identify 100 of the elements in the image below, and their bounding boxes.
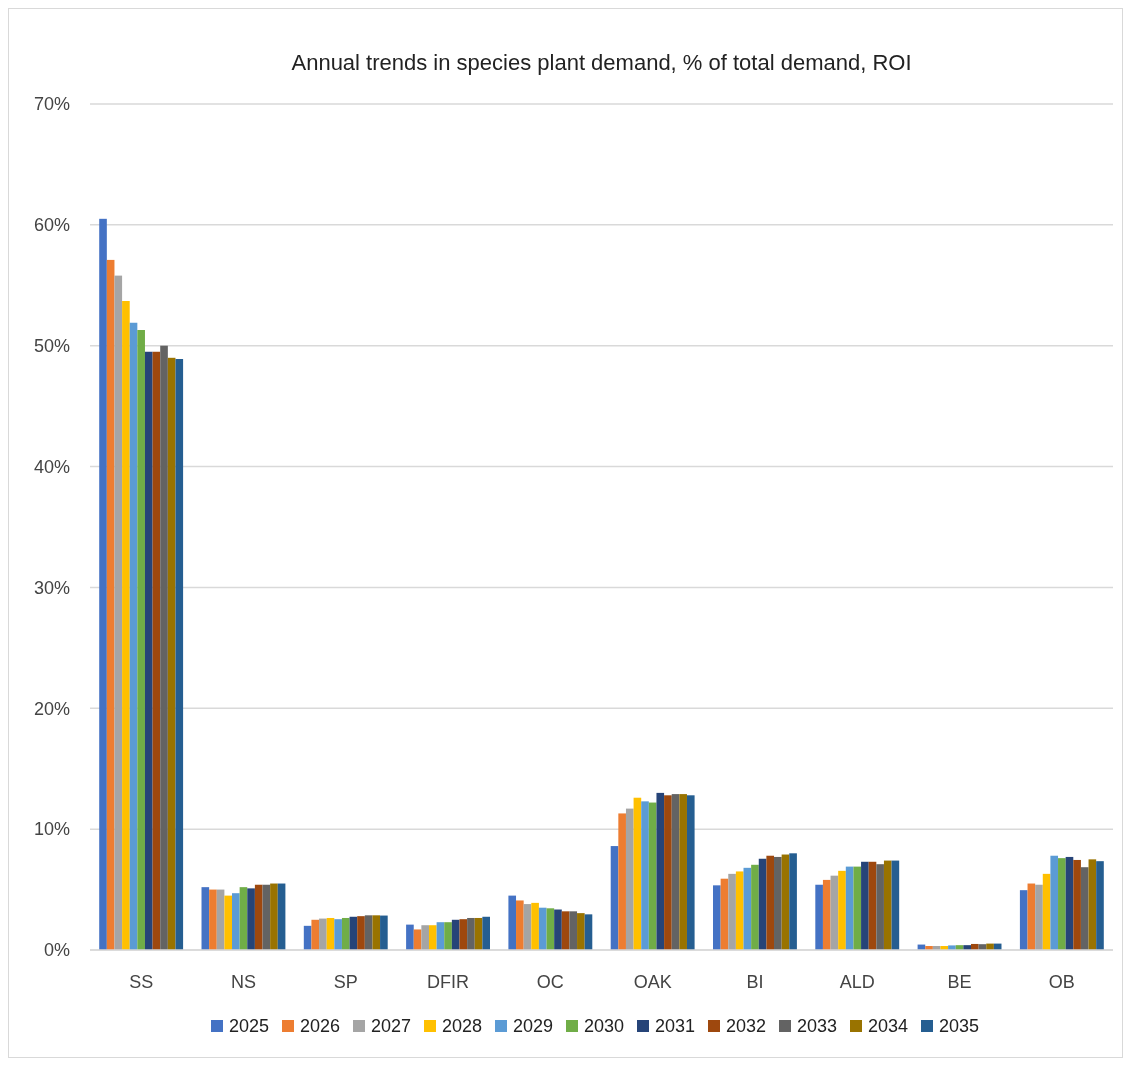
y-tick-label: 10% xyxy=(33,819,70,840)
bar xyxy=(538,907,547,950)
bar xyxy=(1042,873,1051,950)
legend-label: 2026 xyxy=(300,1016,341,1037)
bar xyxy=(743,867,752,950)
bar xyxy=(167,357,176,950)
bar xyxy=(633,797,642,950)
bar xyxy=(531,902,539,950)
bar xyxy=(781,854,790,950)
bar xyxy=(838,870,846,950)
bar xyxy=(99,218,107,950)
bar xyxy=(610,846,619,950)
y-tick-label: 60% xyxy=(33,215,70,236)
bar xyxy=(523,904,532,950)
x-tick-label: ALD xyxy=(839,972,875,992)
bar xyxy=(467,917,475,950)
bar xyxy=(224,895,233,950)
x-tick-label: OAK xyxy=(633,972,672,992)
bar xyxy=(1088,859,1097,950)
bar xyxy=(152,351,161,950)
bar xyxy=(861,861,869,950)
bar xyxy=(1058,858,1066,950)
x-tick-label: OC xyxy=(536,972,564,992)
bar xyxy=(584,914,593,950)
bar xyxy=(546,908,555,950)
legend-label: 2034 xyxy=(868,1016,909,1037)
bar xyxy=(516,900,524,950)
bar xyxy=(686,795,695,950)
x-tick-label: BI xyxy=(746,972,764,992)
bar xyxy=(311,919,320,950)
bar xyxy=(216,889,225,950)
bar xyxy=(508,895,517,950)
bar xyxy=(625,808,634,950)
bar xyxy=(656,792,665,950)
bar xyxy=(679,794,687,950)
bar xyxy=(1073,859,1081,950)
bar xyxy=(735,871,744,950)
bar xyxy=(789,853,797,950)
x-tick-label: NS xyxy=(230,972,256,992)
y-tick-label: 40% xyxy=(33,456,70,477)
bar xyxy=(1096,861,1104,950)
bar xyxy=(1035,884,1043,950)
legend-label: 2025 xyxy=(229,1016,270,1037)
bar xyxy=(254,884,263,950)
bar xyxy=(830,875,839,950)
bar xyxy=(822,879,831,950)
bar xyxy=(868,861,877,950)
bar xyxy=(459,919,468,950)
legend-label: 2028 xyxy=(442,1016,483,1037)
bar xyxy=(239,887,248,950)
bar xyxy=(766,855,775,950)
legend-label: 2027 xyxy=(371,1016,412,1037)
bar xyxy=(160,345,168,950)
bar xyxy=(713,885,721,950)
bar xyxy=(232,893,240,950)
bar xyxy=(482,916,490,950)
bar xyxy=(137,330,145,950)
bar xyxy=(334,919,342,950)
x-tick-label: SP xyxy=(333,972,358,992)
legend-label: 2030 xyxy=(584,1016,625,1037)
bar xyxy=(372,915,381,950)
bar xyxy=(554,909,562,950)
bar xyxy=(641,801,649,950)
bar xyxy=(720,878,729,950)
y-tick-label: 0% xyxy=(43,940,70,961)
bar xyxy=(106,259,115,950)
bar xyxy=(175,359,184,950)
bar xyxy=(129,322,138,950)
legend-label: 2035 xyxy=(939,1016,980,1037)
bar xyxy=(758,858,767,950)
bar xyxy=(948,945,956,950)
chart-title: Annual trends in species plant demand, % of total demand, ROI xyxy=(291,50,912,75)
bar xyxy=(209,889,217,950)
bar xyxy=(341,917,350,950)
bar xyxy=(364,915,373,950)
bar xyxy=(357,916,365,950)
bar xyxy=(664,795,672,950)
bar xyxy=(1050,855,1059,950)
bar xyxy=(774,856,782,950)
bar xyxy=(751,864,759,950)
x-tick-label: OB xyxy=(1048,972,1075,992)
bar xyxy=(845,866,854,950)
bar xyxy=(270,883,278,950)
bar xyxy=(277,883,286,950)
bar xyxy=(876,864,884,950)
legend-label: 2032 xyxy=(726,1016,767,1037)
bar xyxy=(122,301,130,950)
bar xyxy=(728,873,736,950)
bar xyxy=(406,924,414,950)
x-tick-label: BE xyxy=(947,972,972,992)
bar xyxy=(421,925,429,950)
x-tick-label: DFIR xyxy=(427,972,470,992)
bar xyxy=(319,918,327,950)
bar xyxy=(618,813,626,950)
bar xyxy=(815,884,823,950)
legend-label: 2033 xyxy=(797,1016,838,1037)
bar xyxy=(671,794,680,950)
bar xyxy=(262,884,271,950)
bar xyxy=(577,913,585,950)
bar xyxy=(1027,883,1036,950)
